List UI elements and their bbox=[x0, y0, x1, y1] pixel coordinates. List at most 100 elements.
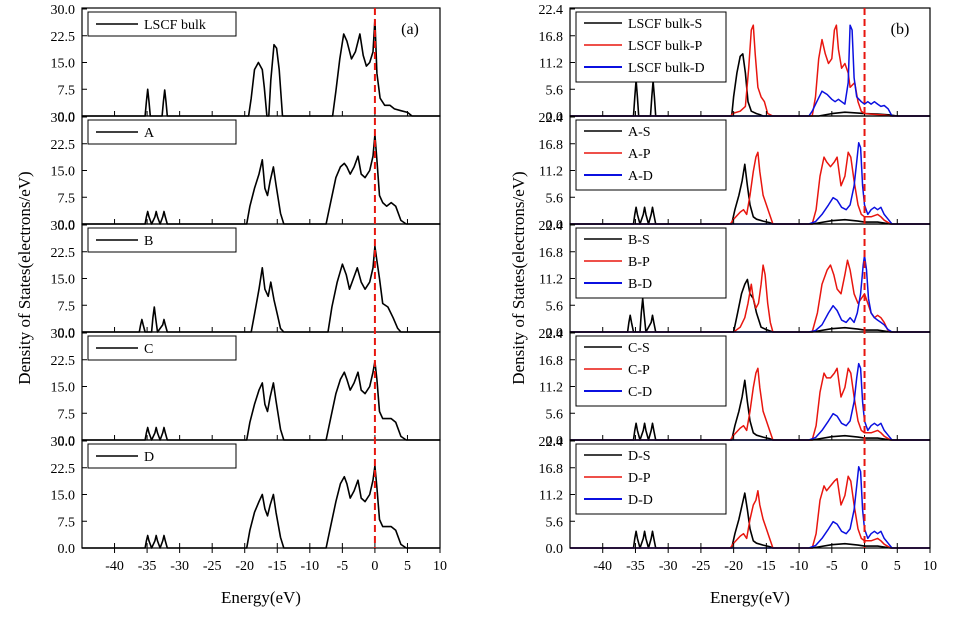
series-line-a bbox=[82, 134, 440, 225]
panel-label: (a) bbox=[401, 21, 419, 38]
y-tick-label: 5.6 bbox=[546, 515, 564, 530]
series-line-lscf-bulk-d bbox=[570, 24, 930, 117]
legend-entry: C bbox=[144, 342, 153, 357]
x-tick-label: -15 bbox=[757, 559, 776, 574]
dos-panel-a: 0.0 7.5 15.0 22.5 30.0 LSCF bulk 0.0 7.5 15.0 22.… bbox=[15, 3, 447, 607]
y-tick-label: 0.0 bbox=[546, 326, 564, 341]
y-tick-label: 16.8 bbox=[539, 138, 564, 153]
x-axis-title: Energy(eV) bbox=[221, 588, 301, 607]
y-tick-label: 30.0 bbox=[51, 3, 76, 18]
x-tick-label: -20 bbox=[235, 559, 254, 574]
y-tick-label: 30.0 bbox=[51, 219, 76, 234]
y-tick-label: 5.6 bbox=[546, 407, 564, 422]
y-tick-label: 7.5 bbox=[58, 407, 76, 422]
legend-entry: LSCF bulk bbox=[144, 18, 206, 33]
y-tick-label: 22.5 bbox=[51, 354, 76, 369]
subplot-0-3: 0.0 7.5 15.0 22.5 30.0 C bbox=[51, 327, 441, 449]
legend-entry: B-S bbox=[628, 233, 650, 248]
x-tick-label: 10 bbox=[923, 559, 937, 574]
x-tick-label: -30 bbox=[659, 559, 678, 574]
legend-entry: D-D bbox=[628, 493, 653, 508]
y-tick-label: 5.6 bbox=[546, 299, 564, 314]
y-tick-label: 0.0 bbox=[546, 542, 564, 557]
y-tick-label: 22.4 bbox=[539, 219, 564, 234]
series-line-lscf-bulk bbox=[82, 18, 440, 117]
x-tick-label: 0 bbox=[371, 559, 378, 574]
legend: C bbox=[87, 335, 237, 361]
y-tick-label: 0.0 bbox=[546, 218, 564, 233]
subplot-1-4: 0.0 5.6 11.2 16.8 22.4 D-S D-P D-D bbox=[539, 435, 931, 557]
legend: LSCF bulk-S LSCF bulk-P LSCF bulk-D bbox=[575, 11, 727, 83]
legend-entry: LSCF bulk-D bbox=[628, 61, 705, 76]
series-line-d bbox=[82, 465, 440, 549]
y-tick-label: 16.8 bbox=[539, 246, 564, 261]
series-line-b-d bbox=[570, 254, 930, 333]
y-tick-label: 30.0 bbox=[51, 111, 76, 126]
y-tick-label: 11.2 bbox=[539, 273, 563, 288]
legend-entry: A-P bbox=[628, 147, 651, 162]
legend: D-S D-P D-D bbox=[575, 443, 727, 515]
x-tick-label: -10 bbox=[790, 559, 809, 574]
x-axis-title: Energy(eV) bbox=[710, 588, 790, 607]
subplot-0-4: 0.0 7.5 15.0 22.5 30.0 D bbox=[51, 435, 441, 557]
y-tick-label: 22.5 bbox=[51, 246, 76, 261]
series-line-d-d bbox=[570, 466, 930, 549]
y-tick-label: 7.5 bbox=[58, 83, 76, 98]
x-tick-label: -40 bbox=[593, 559, 612, 574]
legend-entry: D-S bbox=[628, 449, 651, 464]
subplot-1-2: 0.0 5.6 11.2 16.8 22.4 B-S B-P B-D bbox=[539, 219, 931, 341]
y-tick-label: 15.0 bbox=[51, 489, 76, 504]
x-tick-label: -15 bbox=[268, 559, 287, 574]
x-tick-label: 10 bbox=[433, 559, 447, 574]
y-tick-label: 11.2 bbox=[539, 489, 563, 504]
legend: D bbox=[87, 443, 237, 469]
legend-entry: A bbox=[144, 126, 155, 141]
legend-entry: A-S bbox=[628, 125, 651, 140]
y-tick-label: 22.5 bbox=[51, 462, 76, 477]
series-line-b bbox=[82, 245, 440, 333]
x-tick-label: -5 bbox=[826, 559, 838, 574]
y-tick-label: 22.4 bbox=[539, 3, 564, 18]
legend-entry: A-D bbox=[628, 169, 653, 184]
legend-entry: B-P bbox=[628, 255, 650, 270]
legend: B-S B-P B-D bbox=[575, 227, 727, 299]
x-tick-label: 5 bbox=[894, 559, 901, 574]
y-tick-label: 15.0 bbox=[51, 57, 76, 72]
y-tick-label: 15.0 bbox=[51, 273, 76, 288]
x-tick-label: -40 bbox=[105, 559, 124, 574]
y-tick-label: 0.0 bbox=[58, 434, 76, 449]
x-tick-label: -25 bbox=[692, 559, 711, 574]
y-tick-label: 11.2 bbox=[539, 381, 563, 396]
dos-panel-b: 0.0 5.6 11.2 16.8 22.4 LSCF bulk-S LSCF bulk-P… bbox=[509, 3, 937, 607]
legend-entry: D-P bbox=[628, 471, 651, 486]
legend: LSCF bulk bbox=[87, 11, 237, 37]
y-tick-label: 22.5 bbox=[51, 30, 76, 45]
x-tick-label: 5 bbox=[404, 559, 411, 574]
x-tick-label: -35 bbox=[626, 559, 645, 574]
subplot-0-2: 0.0 7.5 15.0 22.5 30.0 B bbox=[51, 219, 441, 341]
legend: A bbox=[87, 119, 237, 145]
y-tick-label: 11.2 bbox=[539, 57, 563, 72]
y-tick-label: 15.0 bbox=[51, 165, 76, 180]
legend-entry: LSCF bulk-S bbox=[628, 17, 702, 32]
y-tick-label: 16.8 bbox=[539, 354, 564, 369]
y-tick-label: 30.0 bbox=[51, 435, 76, 450]
legend-entry: B bbox=[144, 234, 153, 249]
series-line-c-d bbox=[570, 362, 930, 441]
y-tick-label: 16.8 bbox=[539, 462, 564, 477]
y-tick-label: 0.0 bbox=[58, 542, 76, 557]
y-tick-label: 0.0 bbox=[546, 434, 564, 449]
series-line-c-s bbox=[570, 379, 930, 441]
legend: A-S A-P A-D bbox=[575, 119, 727, 191]
x-tick-label: 0 bbox=[861, 559, 868, 574]
y-axis-title: Density of States(electrons/eV) bbox=[15, 171, 34, 384]
subplot-0-0: 0.0 7.5 15.0 22.5 30.0 LSCF bulk bbox=[51, 3, 441, 125]
x-tick-label: -30 bbox=[170, 559, 189, 574]
y-tick-label: 7.5 bbox=[58, 515, 76, 530]
series-line-c bbox=[82, 360, 440, 441]
legend: C-S C-P C-D bbox=[575, 335, 727, 407]
y-tick-label: 5.6 bbox=[546, 83, 564, 98]
series-line-lscf-bulk-p bbox=[570, 24, 930, 117]
panel-label: (b) bbox=[891, 21, 910, 38]
